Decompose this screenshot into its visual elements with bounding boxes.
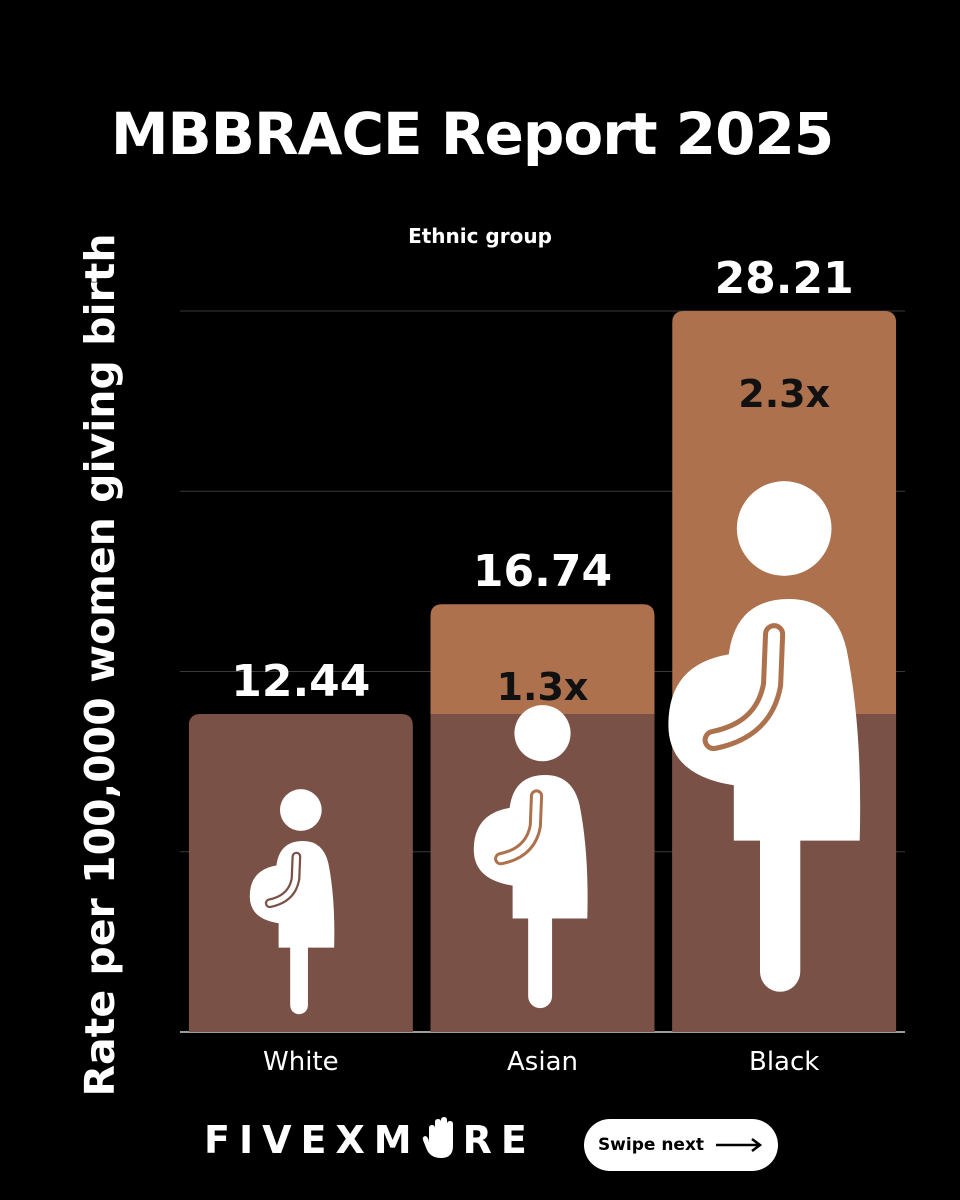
value-label: 12.44	[231, 656, 370, 707]
hand-icon	[421, 1116, 463, 1169]
category-label: Black	[749, 1047, 819, 1077]
ratio-label: 2.3x	[738, 372, 830, 416]
pregnant-woman-icon	[473, 705, 588, 1009]
swipe-next-label: Swipe next	[597, 1135, 705, 1155]
chart-title: MBBRACE Report 2025	[110, 100, 834, 168]
value-label: 16.74	[473, 546, 612, 597]
category-label: White	[263, 1047, 339, 1077]
pregnant-woman-icon	[668, 481, 861, 992]
brand-name-part1: FIVEXM	[204, 1118, 421, 1162]
brand-logo: FIVEXM RE	[204, 1116, 536, 1169]
category-label: Asian	[507, 1047, 578, 1077]
value-label: 28.21	[715, 253, 854, 304]
arrow-right-icon	[716, 1138, 763, 1152]
brand-name-part2: RE	[462, 1118, 536, 1162]
chart-subtitle: Ethnic group	[408, 224, 552, 248]
swipe-next-button[interactable]: Swipe next	[584, 1119, 778, 1171]
pregnant-woman-icon	[249, 789, 335, 1015]
ratio-label: 1.3x	[497, 665, 589, 709]
